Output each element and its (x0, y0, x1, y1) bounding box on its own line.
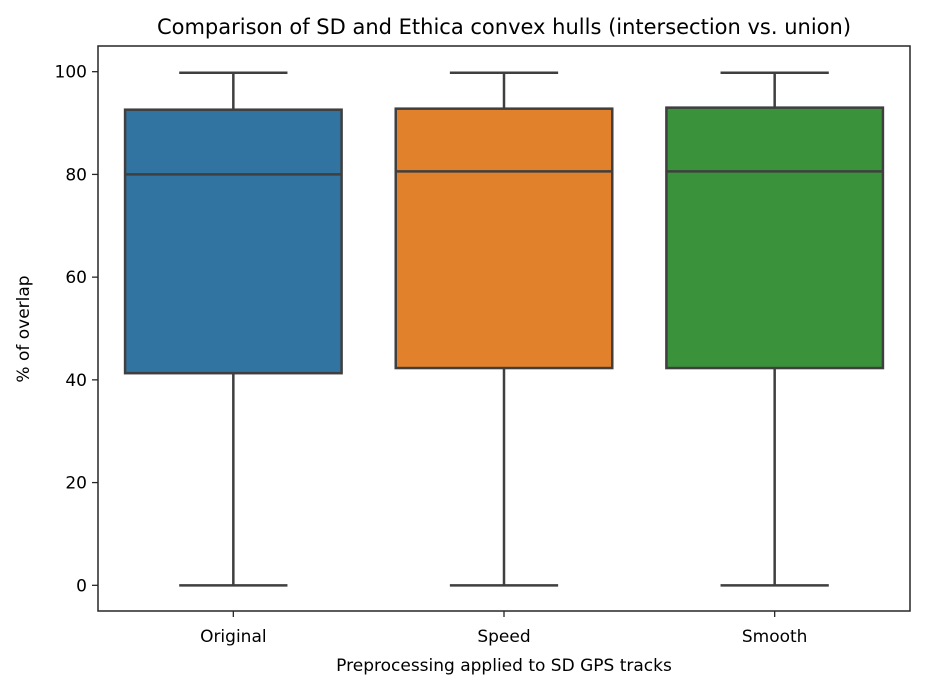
y-tick-label: 40 (65, 371, 87, 391)
box-original (123, 71, 343, 587)
x-tick-label: Speed (477, 627, 530, 647)
iqr-box (123, 108, 343, 375)
y-tick-label: 100 (55, 63, 87, 83)
iqr-box (665, 106, 885, 370)
y-axis-label: % of overlap (14, 275, 34, 382)
y-axis: 0 20 40 60 80 100 (55, 63, 98, 596)
x-tick-label: Smooth (742, 627, 808, 647)
iqr-box (394, 107, 614, 370)
y-tick-label: 60 (65, 268, 87, 288)
y-tick-label: 80 (65, 165, 87, 185)
box-speed (394, 71, 614, 587)
chart-title: Comparison of SD and Ethica convex hulls… (157, 15, 851, 39)
x-axis: Original Speed Smooth (200, 611, 807, 647)
plot-area (123, 71, 885, 587)
y-tick-label: 20 (65, 474, 87, 494)
x-axis-label: Preprocessing applied to SD GPS tracks (336, 656, 672, 676)
box-smooth (665, 71, 885, 587)
y-tick-label: 0 (76, 576, 87, 596)
x-tick-label: Original (200, 627, 267, 647)
